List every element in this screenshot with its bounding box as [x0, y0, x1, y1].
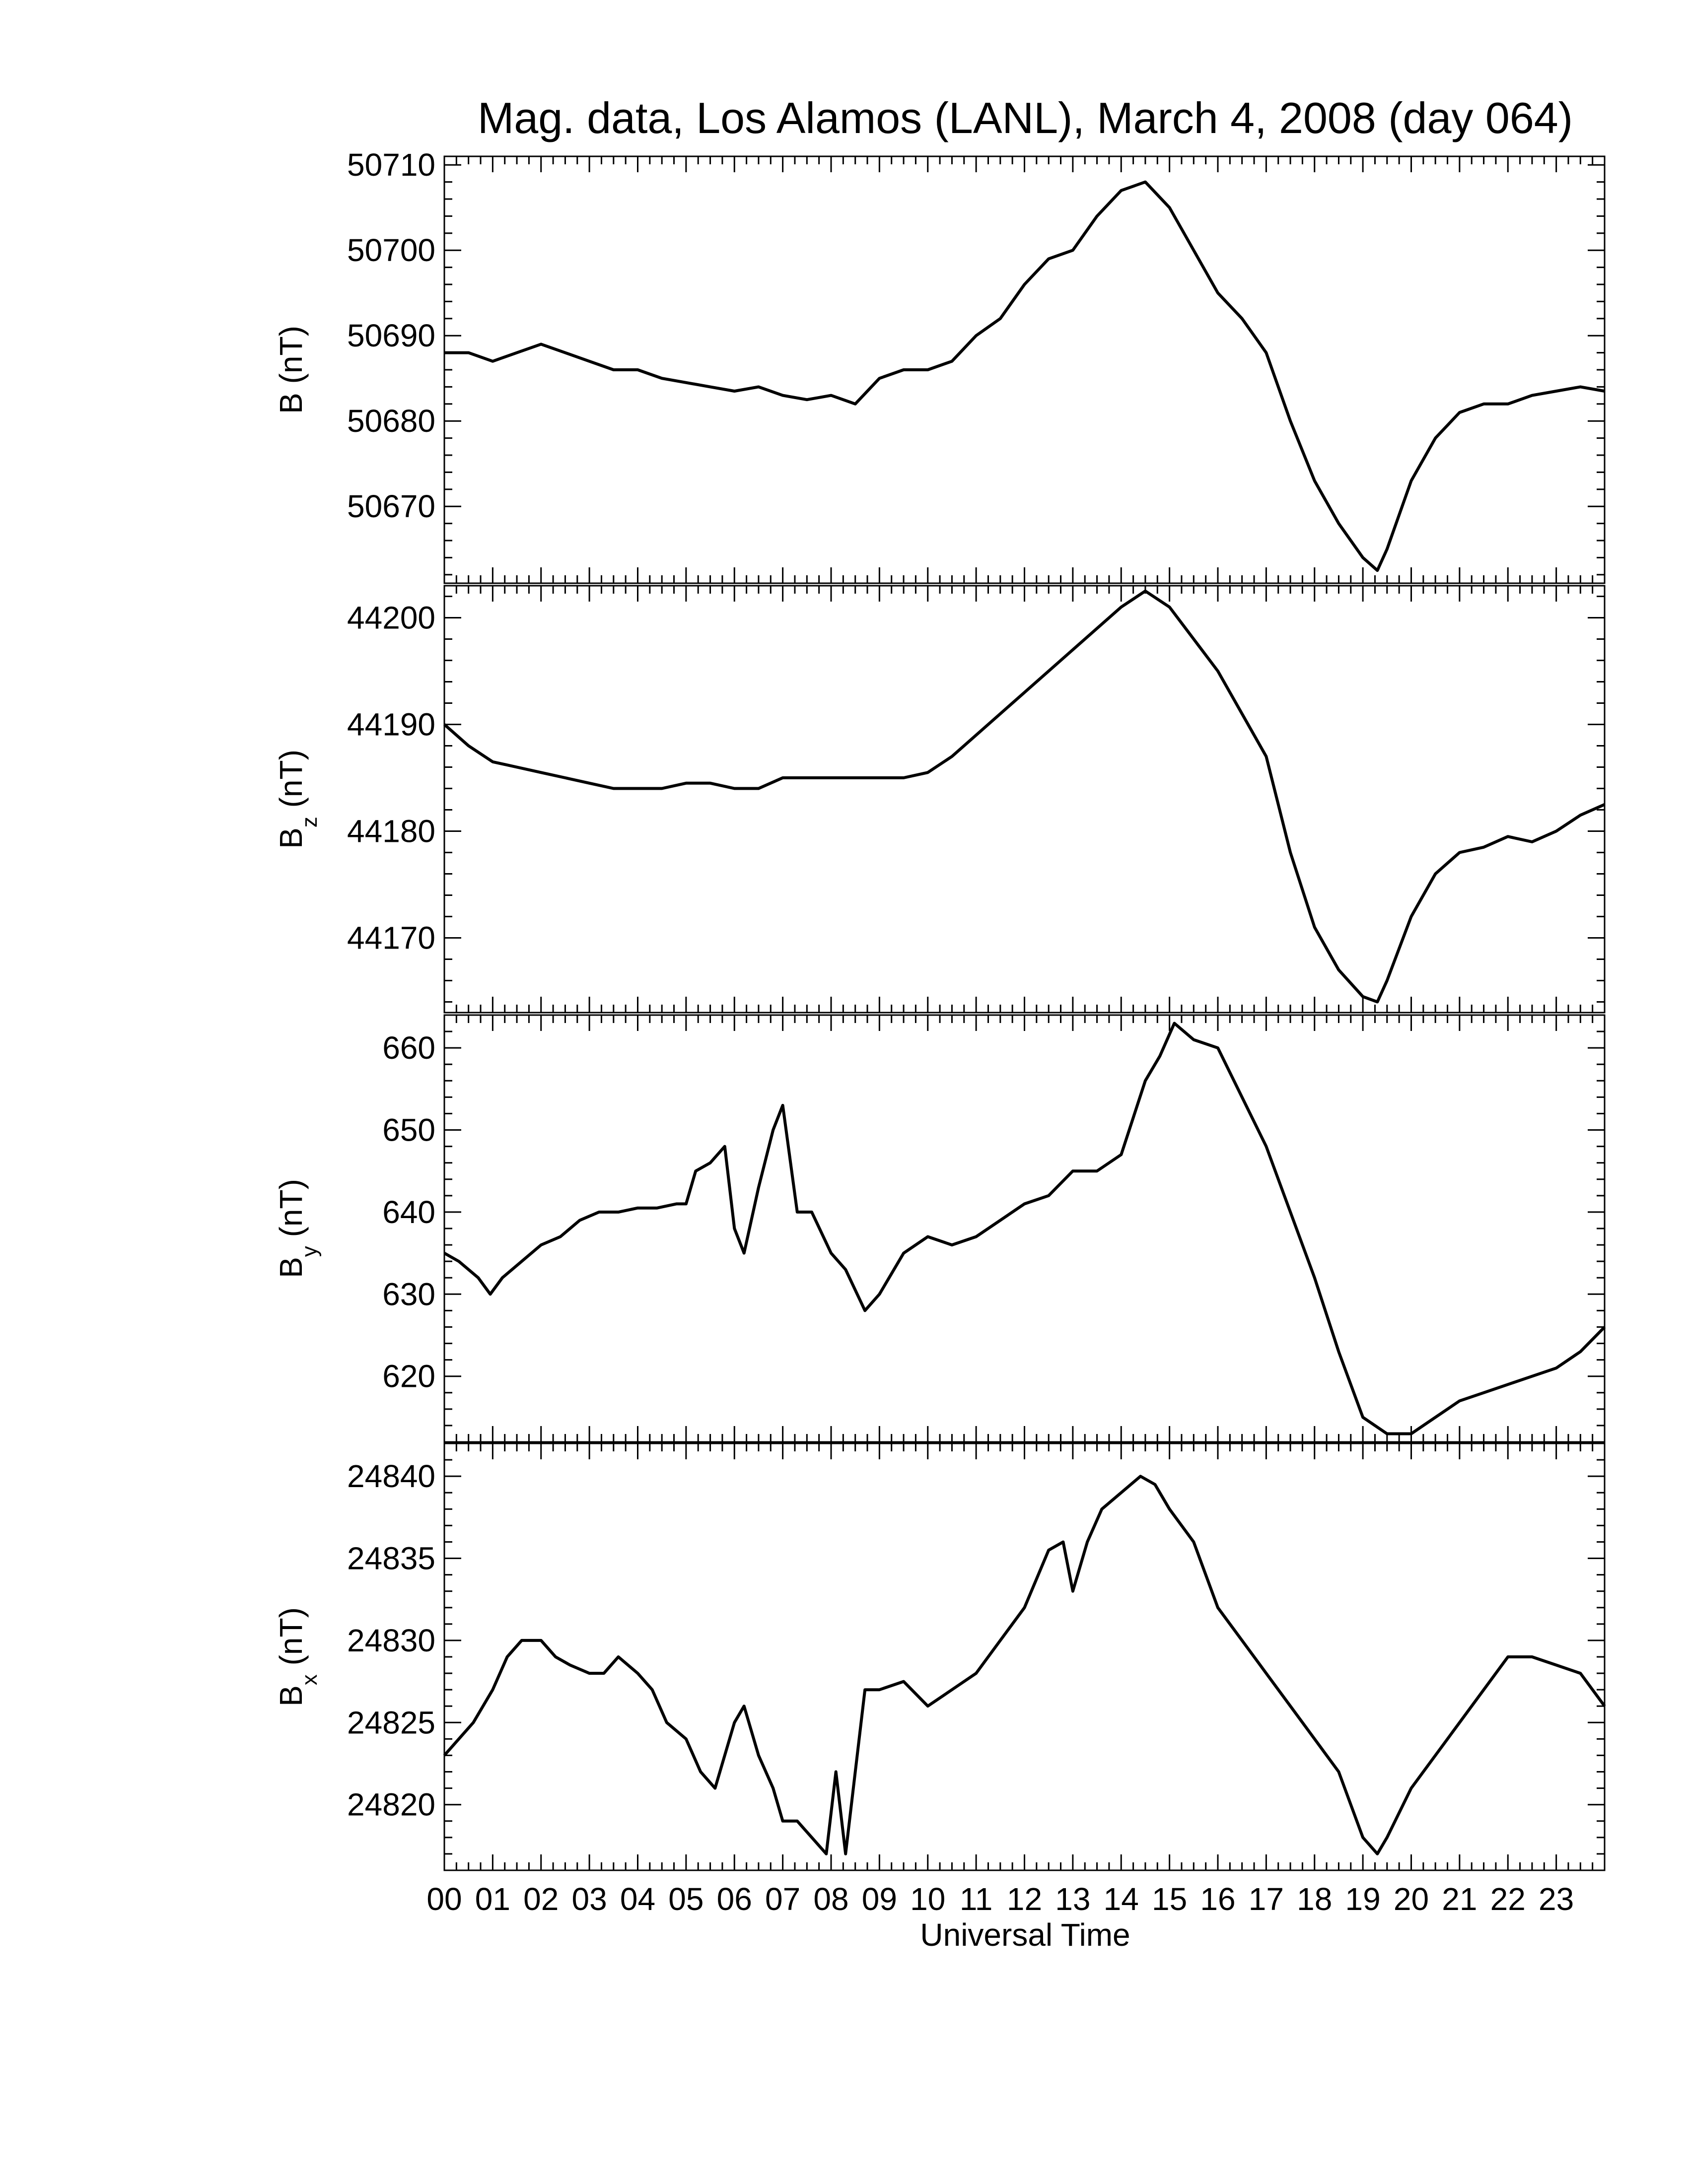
x-axis-label: Universal Time: [920, 1917, 1130, 1953]
y-axis-label-unit: (nT): [273, 1607, 309, 1674]
x-tick-label: 16: [1200, 1881, 1235, 1917]
y-tick-label: 24820: [347, 1787, 435, 1823]
y-tick-label: 44200: [347, 600, 435, 636]
x-tick-label: 09: [862, 1881, 897, 1917]
y-tick-label: 50700: [347, 232, 435, 268]
y-tick-label: 24835: [347, 1541, 435, 1576]
x-tick-label: 08: [813, 1881, 848, 1917]
x-tick-label: 20: [1394, 1881, 1429, 1917]
y-tick-label: 44190: [347, 707, 435, 743]
x-tick-label: 13: [1055, 1881, 1090, 1917]
x-tick-label: 19: [1345, 1881, 1381, 1917]
x-tick-label: 14: [1104, 1881, 1139, 1917]
x-tick-label: 04: [620, 1881, 655, 1917]
y-axis-label: By (nT): [273, 1179, 322, 1278]
y-tick-label: 640: [382, 1194, 435, 1230]
x-tick-label: 10: [910, 1881, 945, 1917]
y-axis-label-unit: (nT): [273, 326, 309, 393]
y-tick-label: 24840: [347, 1458, 435, 1494]
y-axis-label: B (nT): [273, 326, 309, 414]
x-tick-label: 23: [1539, 1881, 1574, 1917]
y-axis-label-unit: (nT): [273, 1179, 309, 1246]
y-axis-label-main: B: [273, 1685, 309, 1706]
x-tick-label: 03: [572, 1881, 607, 1917]
panel-1: 50670 50680 50690 50700 50710 B (nT): [273, 147, 1606, 584]
y-axis-label: Bz (nT): [273, 750, 322, 849]
y-tick-label: 660: [382, 1030, 435, 1066]
series-line: [444, 180, 1605, 572]
y-tick-label: 650: [382, 1112, 435, 1148]
x-tick-label: 21: [1442, 1881, 1477, 1917]
y-axis-label-unit: (nT): [273, 750, 309, 817]
y-tick-label: 620: [382, 1359, 435, 1394]
y-tick-label: 24830: [347, 1623, 435, 1658]
y-tick-label: 630: [382, 1276, 435, 1312]
y-axis-label-main: B: [273, 1257, 309, 1278]
series-line: [443, 1022, 1606, 1435]
panel-4: 24820 24825 24830 24835 24840 Bx (nT): [273, 1442, 1606, 1871]
x-tick-label: 18: [1297, 1881, 1332, 1917]
y-axis-label-main: B: [273, 827, 309, 849]
y-tick-label: 50710: [347, 147, 435, 183]
x-tick-label: 11: [960, 1881, 992, 1917]
x-tick-label: 02: [523, 1881, 559, 1917]
y-tick-label: 44170: [347, 920, 435, 956]
chart-title: Mag. data, Los Alamos (LANL), March 4, 2…: [478, 93, 1573, 142]
y-axis-label: Bx (nT): [273, 1607, 322, 1706]
y-tick-label: 50670: [347, 488, 435, 524]
x-tick-label: 06: [717, 1881, 752, 1917]
y-tick-label: 50690: [347, 318, 435, 353]
x-tick-label: 00: [426, 1881, 462, 1917]
panel-3: 620 630 640 650 660 By (nT): [273, 1014, 1606, 1443]
y-axis-label-subscript: x: [297, 1674, 322, 1685]
y-axis-label-subscript: y: [297, 1246, 322, 1257]
series-line: [443, 589, 1606, 1004]
y-axis-label-subscript: z: [297, 817, 322, 827]
y-tick-label: 24825: [347, 1705, 435, 1740]
time-axis: 00 01 02 03 04 05 06 07 08 09 10 11 12 13 14 15 16 17 18 19…: [426, 1881, 1574, 1917]
x-tick-label: 01: [475, 1881, 510, 1917]
x-tick-label: 17: [1249, 1881, 1284, 1917]
chart-panels: 50670 50680 50690 50700 50710 B (nT) 44170 4418…: [273, 147, 1606, 1871]
y-tick-label: 50680: [347, 403, 435, 439]
x-tick-label: 15: [1152, 1881, 1187, 1917]
y-tick-label: 44180: [347, 814, 435, 849]
x-tick-label: 05: [668, 1881, 703, 1917]
panel-2: 44170 44180 44190 44200 Bz (nT): [273, 585, 1606, 1014]
y-axis-label-main: B: [273, 393, 309, 414]
x-tick-label: 12: [1007, 1881, 1042, 1917]
x-tick-label: 07: [765, 1881, 800, 1917]
series-line: [443, 1475, 1606, 1855]
x-tick-label: 22: [1490, 1881, 1526, 1917]
